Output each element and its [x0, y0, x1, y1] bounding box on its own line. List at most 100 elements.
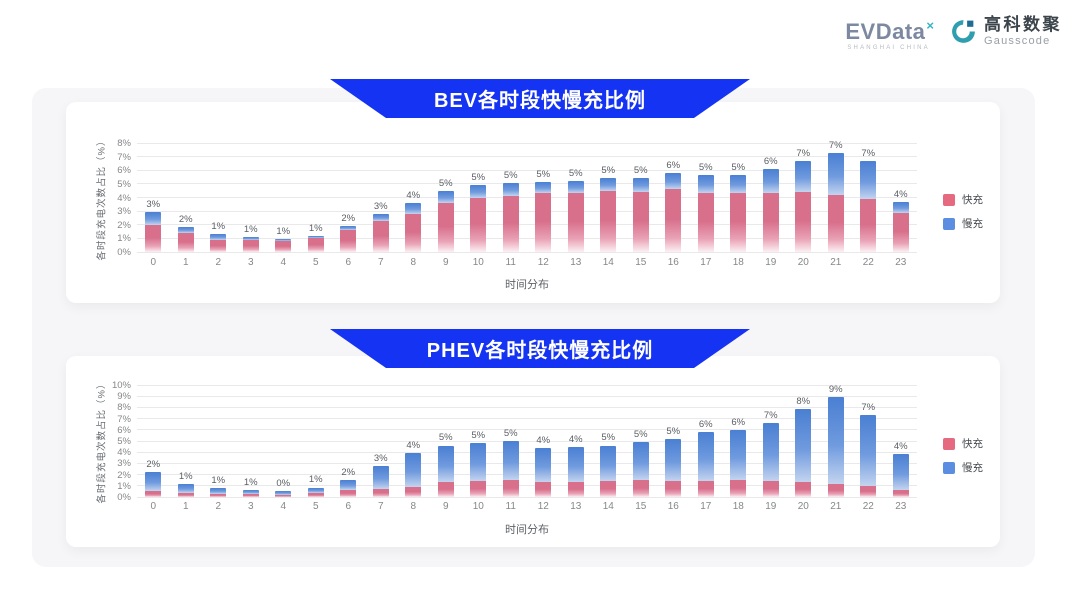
bar-hour-14[interactable]	[600, 178, 617, 252]
fast-charge-segment[interactable]	[210, 240, 227, 252]
bar-hour-22[interactable]	[860, 415, 877, 497]
fast-charge-segment[interactable]	[665, 481, 682, 497]
slow-charge-segment[interactable]	[860, 160, 877, 199]
bar-hour-22[interactable]	[860, 160, 877, 252]
slow-charge-segment[interactable]	[470, 443, 487, 482]
slow-charge-segment[interactable]	[437, 190, 454, 203]
slow-charge-segment[interactable]	[242, 237, 259, 241]
fast-charge-segment[interactable]	[795, 482, 812, 497]
slow-charge-segment[interactable]	[567, 181, 584, 193]
slow-charge-segment[interactable]	[145, 211, 162, 225]
slow-charge-segment[interactable]	[210, 488, 227, 494]
bar-hour-19[interactable]	[762, 168, 779, 252]
fast-charge-segment[interactable]	[535, 482, 552, 497]
slow-charge-segment[interactable]	[405, 202, 422, 214]
bar-hour-12[interactable]	[535, 447, 552, 497]
fast-charge-segment[interactable]	[632, 480, 649, 497]
bar-hour-5[interactable]	[307, 487, 324, 497]
slow-charge-segment[interactable]	[697, 432, 714, 482]
fast-charge-segment[interactable]	[145, 224, 162, 252]
bar-hour-8[interactable]	[405, 202, 422, 252]
slow-charge-segment[interactable]	[340, 479, 357, 491]
bar-hour-3[interactable]	[242, 237, 259, 252]
bar-hour-18[interactable]	[730, 175, 747, 252]
bar-hour-8[interactable]	[405, 453, 422, 497]
bar-hour-19[interactable]	[762, 423, 779, 497]
slow-charge-segment[interactable]	[665, 438, 682, 482]
fast-charge-segment[interactable]	[697, 481, 714, 497]
fast-charge-segment[interactable]	[307, 238, 324, 252]
bar-hour-0[interactable]	[145, 211, 162, 252]
slow-charge-segment[interactable]	[307, 235, 324, 239]
slow-charge-segment[interactable]	[827, 397, 844, 484]
slow-charge-segment[interactable]	[535, 447, 552, 483]
slow-charge-segment[interactable]	[275, 239, 292, 242]
bar-hour-15[interactable]	[632, 178, 649, 252]
bar-hour-10[interactable]	[470, 443, 487, 497]
slow-charge-segment[interactable]	[892, 201, 909, 213]
slow-charge-segment[interactable]	[730, 175, 747, 194]
fast-charge-segment[interactable]	[665, 189, 682, 252]
bar-hour-13[interactable]	[567, 446, 584, 497]
legend-item-fast[interactable]: 快充	[943, 436, 983, 451]
fast-charge-segment[interactable]	[275, 241, 292, 252]
slow-charge-segment[interactable]	[437, 445, 454, 483]
slow-charge-segment[interactable]	[177, 483, 194, 493]
fast-charge-segment[interactable]	[210, 493, 227, 497]
bar-hour-12[interactable]	[535, 181, 552, 252]
fast-charge-segment[interactable]	[827, 483, 844, 497]
fast-charge-segment[interactable]	[860, 485, 877, 497]
slow-charge-segment[interactable]	[567, 446, 584, 482]
bar-hour-9[interactable]	[437, 190, 454, 252]
fast-charge-segment[interactable]	[145, 491, 162, 497]
fast-charge-segment[interactable]	[762, 481, 779, 497]
bar-hour-16[interactable]	[665, 438, 682, 497]
bar-hour-21[interactable]	[827, 152, 844, 252]
bar-hour-11[interactable]	[502, 183, 519, 252]
fast-charge-segment[interactable]	[470, 481, 487, 497]
bar-hour-23[interactable]	[892, 454, 909, 497]
slow-charge-segment[interactable]	[600, 445, 617, 482]
bar-hour-18[interactable]	[730, 429, 747, 497]
slow-charge-segment[interactable]	[470, 185, 487, 198]
bar-hour-6[interactable]	[340, 226, 357, 252]
fast-charge-segment[interactable]	[567, 192, 584, 252]
fast-charge-segment[interactable]	[600, 481, 617, 497]
fast-charge-segment[interactable]	[340, 490, 357, 497]
slow-charge-segment[interactable]	[730, 429, 747, 481]
bar-hour-13[interactable]	[567, 181, 584, 252]
bar-hour-23[interactable]	[892, 201, 909, 252]
fast-charge-segment[interactable]	[730, 193, 747, 252]
fast-charge-segment[interactable]	[502, 196, 519, 252]
fast-charge-segment[interactable]	[242, 240, 259, 252]
bar-hour-7[interactable]	[372, 213, 389, 252]
fast-charge-segment[interactable]	[177, 232, 194, 252]
slow-charge-segment[interactable]	[210, 234, 227, 241]
bar-hour-15[interactable]	[632, 442, 649, 497]
fast-charge-segment[interactable]	[437, 482, 454, 497]
bar-hour-7[interactable]	[372, 465, 389, 497]
legend-item-slow[interactable]: 慢充	[943, 460, 983, 475]
fast-charge-segment[interactable]	[372, 488, 389, 497]
fast-charge-segment[interactable]	[242, 493, 259, 497]
slow-charge-segment[interactable]	[795, 160, 812, 193]
bar-hour-17[interactable]	[697, 432, 714, 497]
slow-charge-segment[interactable]	[600, 178, 617, 191]
bar-hour-9[interactable]	[437, 445, 454, 497]
bar-hour-20[interactable]	[795, 408, 812, 497]
fast-charge-segment[interactable]	[567, 481, 584, 497]
slow-charge-segment[interactable]	[762, 168, 779, 194]
slow-charge-segment[interactable]	[632, 442, 649, 481]
slow-charge-segment[interactable]	[405, 453, 422, 487]
fast-charge-segment[interactable]	[632, 192, 649, 252]
slow-charge-segment[interactable]	[275, 491, 292, 495]
bar-hour-2[interactable]	[210, 234, 227, 252]
bar-hour-6[interactable]	[340, 479, 357, 497]
fast-charge-segment[interactable]	[892, 212, 909, 252]
fast-charge-segment[interactable]	[795, 192, 812, 252]
bar-hour-4[interactable]	[275, 491, 292, 497]
fast-charge-segment[interactable]	[502, 480, 519, 497]
slow-charge-segment[interactable]	[795, 408, 812, 483]
fast-charge-segment[interactable]	[730, 480, 747, 497]
fast-charge-segment[interactable]	[892, 490, 909, 497]
